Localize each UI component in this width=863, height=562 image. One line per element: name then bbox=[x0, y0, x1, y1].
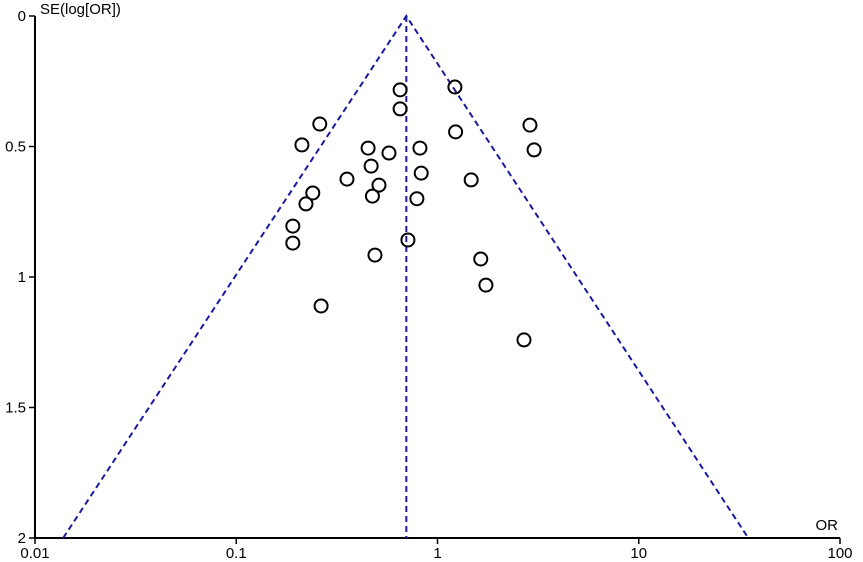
x-axis-label: OR bbox=[816, 517, 839, 534]
study-point bbox=[400, 232, 416, 248]
y-tick-label: 1 bbox=[18, 269, 26, 286]
study-point bbox=[294, 137, 310, 153]
study-point bbox=[371, 177, 387, 193]
study-point bbox=[305, 185, 321, 201]
study-point bbox=[463, 172, 479, 188]
x-tick-label: 0.1 bbox=[226, 545, 247, 562]
study-point bbox=[522, 117, 538, 133]
study-point bbox=[381, 145, 397, 161]
study-point bbox=[409, 191, 425, 207]
study-point bbox=[526, 142, 542, 158]
study-point bbox=[392, 82, 408, 98]
study-point bbox=[367, 247, 383, 263]
study-point bbox=[447, 79, 463, 95]
study-point bbox=[285, 235, 301, 251]
study-point bbox=[312, 116, 328, 132]
study-point bbox=[473, 251, 489, 267]
study-point bbox=[412, 140, 428, 156]
study-point bbox=[285, 218, 301, 234]
study-point bbox=[364, 188, 380, 204]
y-tick-label: 2 bbox=[18, 530, 26, 547]
y-tick-label: 1.5 bbox=[5, 400, 26, 417]
study-point bbox=[516, 332, 532, 348]
x-tick-label: 100 bbox=[827, 545, 852, 562]
y-tick-label: 0.5 bbox=[5, 139, 26, 156]
study-point bbox=[298, 196, 314, 212]
study-point bbox=[339, 171, 355, 187]
x-tick-label: 1 bbox=[433, 545, 441, 562]
x-tick-label: 0.01 bbox=[20, 545, 49, 562]
y-axis-label: SE(log[OR]) bbox=[40, 1, 121, 18]
study-point bbox=[313, 298, 329, 314]
study-point bbox=[363, 158, 379, 174]
study-point bbox=[392, 101, 408, 117]
study-point bbox=[478, 277, 494, 293]
study-point bbox=[448, 124, 464, 140]
study-point bbox=[360, 140, 376, 156]
y-tick-label: 0 bbox=[18, 8, 26, 25]
study-point bbox=[413, 165, 429, 181]
x-tick-label: 10 bbox=[630, 545, 647, 562]
